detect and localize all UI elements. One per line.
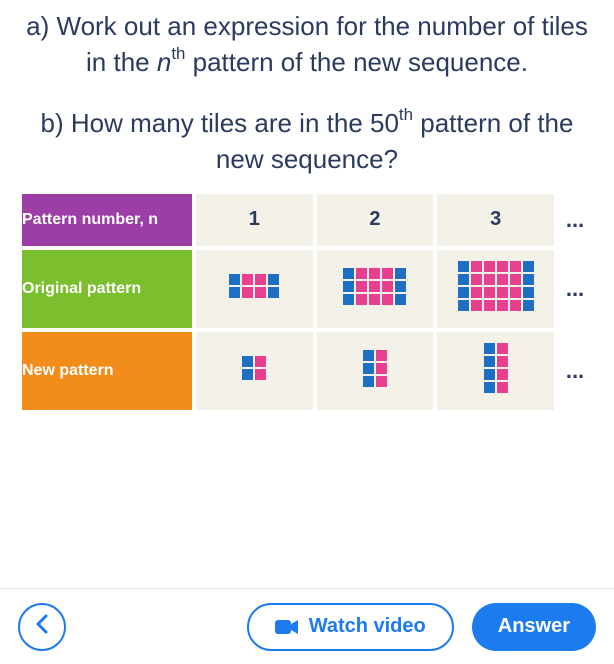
header-ellipsis: ...: [558, 194, 592, 246]
header-col-2: 2: [317, 194, 434, 246]
orig-pat-1: [196, 250, 313, 328]
orig-ellipsis: ...: [558, 250, 592, 328]
qa-sup: th: [171, 44, 185, 63]
new-label: New pattern: [22, 362, 114, 379]
qb-sup: th: [399, 105, 413, 124]
new-pat-3: [437, 332, 554, 410]
orig-pat-2: [317, 250, 434, 328]
col-num: 3: [490, 208, 501, 230]
new-label-cell: New pattern: [22, 332, 192, 410]
orig-pat-3: [437, 250, 554, 328]
question-b: b) How many tiles are in the 50th patter…: [24, 105, 590, 178]
back-button[interactable]: [18, 603, 66, 651]
header-label-cell: Pattern number, n: [22, 194, 192, 246]
video-icon: [275, 618, 299, 636]
question-area: a) Work out an expression for the number…: [0, 0, 614, 190]
col-num: 2: [369, 208, 380, 230]
pattern-table-wrap: Pattern number, n 1 2 3 ... Original pat…: [0, 190, 614, 414]
new-pat-2: [317, 332, 434, 410]
header-label: Pattern number, n: [22, 211, 158, 228]
pattern-tiles: [458, 261, 534, 311]
new-pat-1: [196, 332, 313, 410]
header-col-1: 1: [196, 194, 313, 246]
bottom-bar: Watch video Answer: [0, 588, 614, 664]
table-row-original: Original pattern ...: [22, 250, 592, 328]
pattern-tiles: [242, 356, 266, 380]
pattern-table: Pattern number, n 1 2 3 ... Original pat…: [18, 190, 596, 414]
original-label: Original pattern: [22, 280, 141, 297]
header-col-3: 3: [437, 194, 554, 246]
col-num: 1: [249, 208, 260, 230]
qa-var: n: [157, 47, 171, 77]
answer-button[interactable]: Answer: [472, 603, 596, 651]
watch-video-button[interactable]: Watch video: [247, 603, 454, 651]
pattern-tiles: [343, 268, 406, 305]
pattern-tiles: [484, 343, 508, 393]
pattern-tiles: [363, 350, 387, 387]
qb-pre: b) How many tiles are in the: [41, 108, 370, 138]
original-label-cell: Original pattern: [22, 250, 192, 328]
table-row-header: Pattern number, n 1 2 3 ...: [22, 194, 592, 246]
pattern-tiles: [229, 274, 279, 298]
qb-num: 50: [370, 108, 399, 138]
question-a: a) Work out an expression for the number…: [24, 8, 590, 81]
qa-post: pattern of the new sequence.: [185, 47, 528, 77]
table-row-new: New pattern ...: [22, 332, 592, 410]
chevron-left-icon: [35, 614, 49, 640]
new-ellipsis: ...: [558, 332, 592, 410]
watch-video-label: Watch video: [309, 615, 426, 638]
answer-label: Answer: [498, 615, 570, 638]
